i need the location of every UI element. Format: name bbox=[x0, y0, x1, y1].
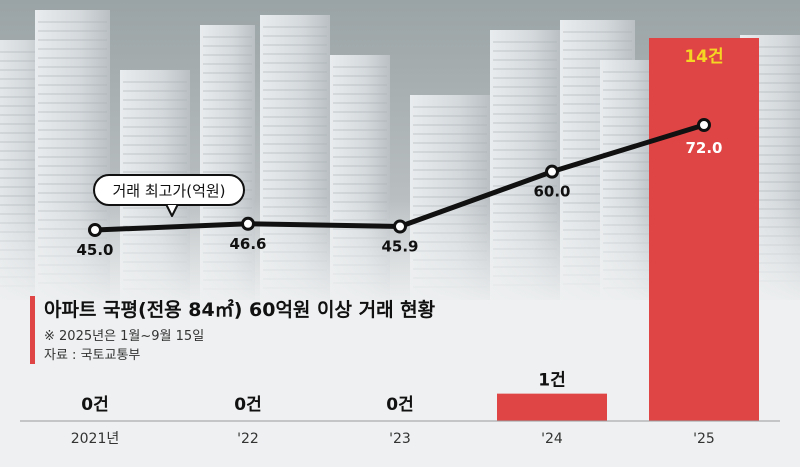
bar-value-label-0: 0건 bbox=[81, 395, 108, 415]
line-value-label-4: 72.0 bbox=[685, 139, 722, 157]
line-legend-callout: 거래 최고가(억원) bbox=[93, 174, 245, 217]
bar-value-label-4: 14건 bbox=[684, 47, 723, 67]
line-point-0 bbox=[88, 223, 102, 237]
x-tick-label-4: '25 bbox=[693, 431, 715, 447]
x-tick-label-2: '23 bbox=[389, 431, 411, 447]
bar-4 bbox=[649, 38, 759, 421]
line-legend-label: 거래 최고가(억원) bbox=[112, 182, 225, 200]
title-accent-bar bbox=[30, 296, 35, 364]
chart-title: 아파트 국평(전용 84㎡) 60억원 이상 거래 현황 bbox=[44, 298, 436, 321]
bar-value-label-3: 1건 bbox=[538, 371, 565, 391]
x-tick-labels: 2021년 '22 '23 '24 '25 bbox=[71, 431, 715, 447]
line-value-label-3: 60.0 bbox=[533, 183, 570, 201]
bar-3 bbox=[497, 393, 607, 421]
chart-header: 아파트 국평(전용 84㎡) 60억원 이상 거래 현황 ※ 2025년은 1월… bbox=[30, 296, 436, 364]
line-point-4 bbox=[697, 118, 711, 132]
chart-note: ※ 2025년은 1월~9월 15일 bbox=[44, 329, 204, 344]
x-tick-label-0: 2021년 bbox=[71, 431, 120, 447]
x-tick-label-1: '22 bbox=[237, 431, 259, 447]
line-value-label-1: 46.6 bbox=[229, 235, 266, 253]
chart-source: 자료 : 국토교통부 bbox=[44, 348, 140, 363]
line-value-label-0: 45.0 bbox=[76, 241, 113, 259]
line-point-2 bbox=[393, 219, 407, 234]
line-point-1 bbox=[241, 216, 255, 231]
line-point-3 bbox=[545, 164, 559, 179]
x-tick-label-3: '24 bbox=[541, 431, 563, 447]
bar-value-label-2: 0건 bbox=[386, 395, 413, 415]
line-series: 45.0 46.6 45.9 60.0 72.0 bbox=[76, 118, 723, 259]
line-value-label-2: 45.9 bbox=[381, 238, 418, 256]
bar-series: 0건 0건 0건 1건 14건 bbox=[81, 38, 759, 421]
bar-value-label-1: 0건 bbox=[234, 395, 261, 415]
